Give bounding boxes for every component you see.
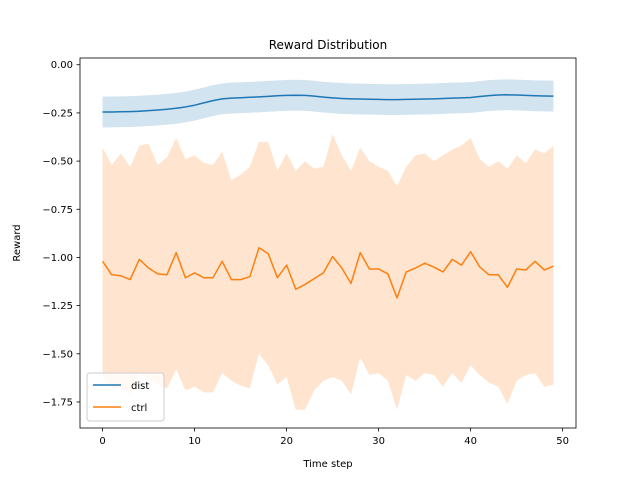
y-axis-label: Reward xyxy=(12,224,23,261)
legend-label-dist: dist xyxy=(131,381,149,392)
y-tick-label: −1.50 xyxy=(42,349,73,360)
legend-label-ctrl: ctrl xyxy=(131,403,147,414)
x-tick-label: 40 xyxy=(464,436,477,447)
series-line-ctrl xyxy=(101,247,554,299)
plot-area: 0 10 20 30 40 50 0.00 −0.25 −0.50 −0.75 −1.00 −1.2… xyxy=(42,57,577,447)
band-ctrl xyxy=(102,134,554,410)
x-tick-label: 30 xyxy=(372,436,385,447)
x-tick-label: 50 xyxy=(556,436,569,447)
x-axis-ticks: 0 10 20 30 40 50 xyxy=(99,428,569,447)
x-tick-label: 10 xyxy=(188,436,201,447)
y-tick-label: −0.50 xyxy=(42,157,73,168)
x-tick-label: 20 xyxy=(280,436,293,447)
y-tick-label: −0.75 xyxy=(42,205,73,216)
x-tick-label: 0 xyxy=(99,436,105,447)
axes-frame xyxy=(79,57,577,429)
legend: dist ctrl xyxy=(86,372,165,422)
y-tick-label: −1.25 xyxy=(42,301,73,312)
legend-box xyxy=(86,372,165,422)
y-tick-label: −1.00 xyxy=(42,253,73,264)
chart-title: Reward Distribution xyxy=(269,38,388,52)
y-tick-label: −0.25 xyxy=(42,108,73,119)
y-tick-label: 0.00 xyxy=(51,60,73,71)
y-tick-label: −1.75 xyxy=(42,397,73,408)
series-lines xyxy=(101,94,554,299)
y-axis-ticks: 0.00 −0.25 −0.50 −0.75 −1.00 −1.25 −1.50 −1.75 xyxy=(42,60,80,408)
x-axis-label: Time step xyxy=(302,459,352,470)
band-dist xyxy=(102,79,554,128)
series-line-dist xyxy=(102,94,554,113)
confidence-bands xyxy=(102,79,554,410)
